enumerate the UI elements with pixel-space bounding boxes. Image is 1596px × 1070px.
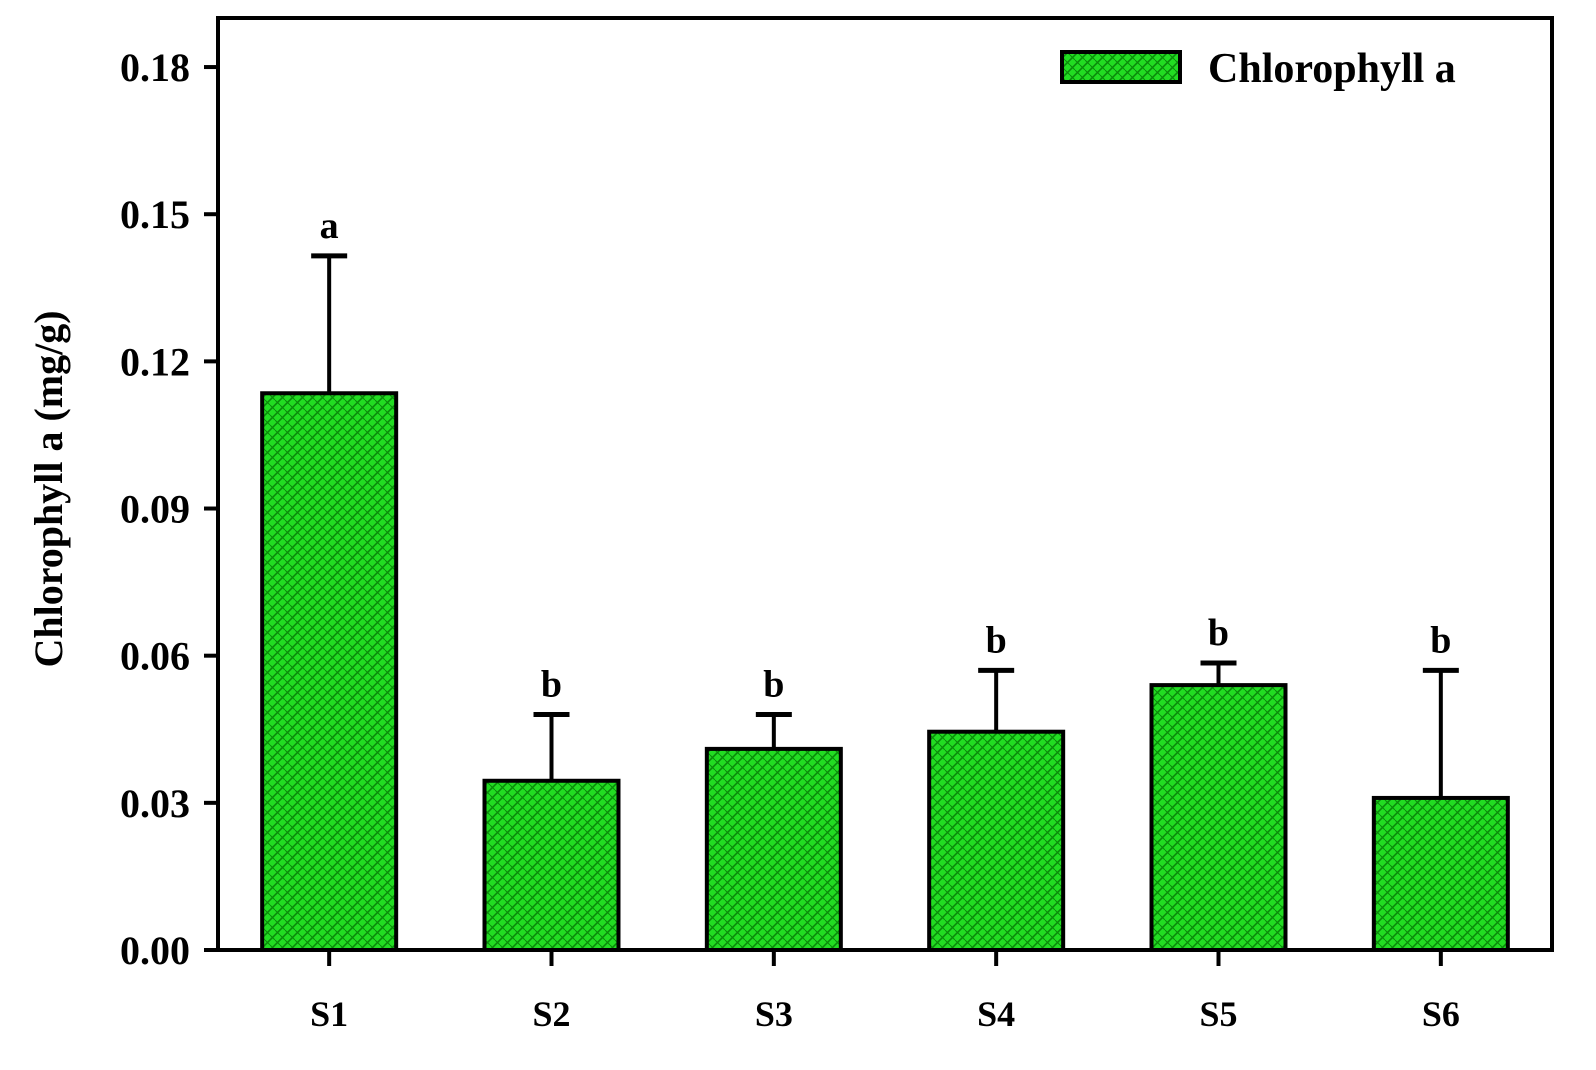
- y-tick-label: 0.03: [120, 781, 190, 826]
- bar: [704, 746, 843, 952]
- bar: [927, 729, 1066, 952]
- bar: [482, 778, 621, 953]
- y-axis-title: Chlorophyll a (mg/g): [26, 310, 71, 667]
- y-tick-label: 0.15: [120, 192, 190, 237]
- x-tick-label: S6: [1422, 994, 1460, 1034]
- plot-frame: [216, 16, 1554, 952]
- y-tick-label: 0.18: [120, 45, 190, 90]
- significance-label: b: [986, 619, 1007, 661]
- x-tick-label: S3: [755, 994, 793, 1034]
- significance-label: b: [541, 664, 562, 706]
- x-tick-label: S1: [310, 994, 348, 1034]
- x-tick-label: S4: [977, 994, 1015, 1034]
- x-tick-label: S5: [1199, 994, 1237, 1034]
- legend-label: Chlorophyll a: [1208, 46, 1456, 92]
- bar: [260, 391, 399, 952]
- y-tick-label: 0.12: [120, 339, 190, 384]
- significance-label: b: [1430, 619, 1451, 661]
- significance-label: a: [320, 205, 339, 247]
- x-tick-label: S2: [532, 994, 570, 1034]
- bar: [1371, 795, 1510, 952]
- y-tick-label: 0.00: [120, 928, 190, 973]
- y-tick-label: 0.09: [120, 487, 190, 532]
- significance-label: b: [763, 664, 784, 706]
- legend: Chlorophyll a: [1060, 46, 1456, 92]
- legend-swatch: [1060, 50, 1182, 84]
- y-tick-label: 0.06: [120, 634, 190, 679]
- bar: [1149, 683, 1288, 952]
- significance-label: b: [1208, 612, 1229, 654]
